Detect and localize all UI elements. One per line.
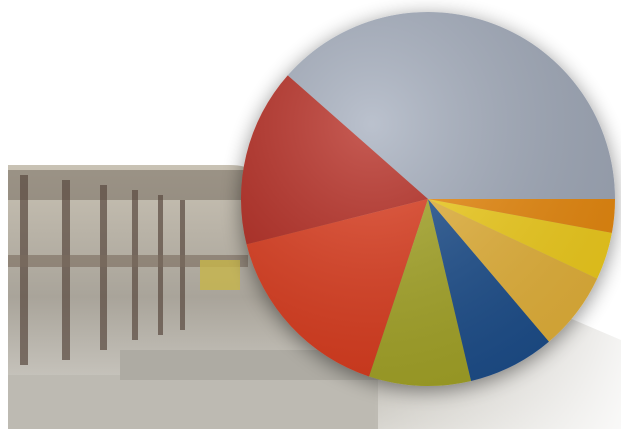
pie bbox=[240, 11, 615, 387]
